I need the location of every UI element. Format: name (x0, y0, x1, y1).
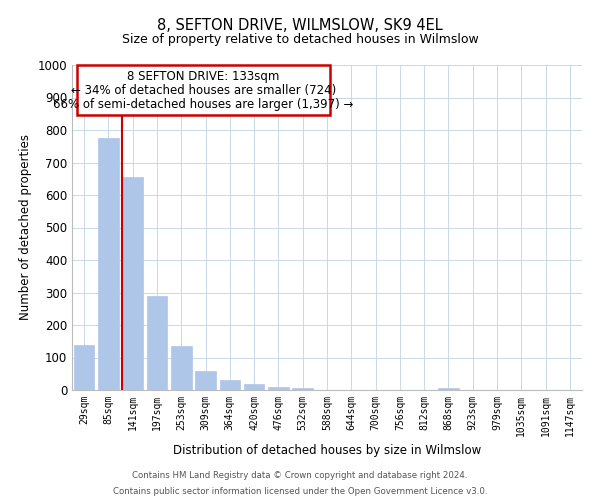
Bar (268, 387, 289, 390)
Bar (438, 388, 459, 390)
Bar (122, 177, 143, 390)
Y-axis label: Number of detached properties: Number of detached properties (19, 134, 32, 320)
FancyBboxPatch shape (77, 65, 329, 116)
X-axis label: Distribution of detached houses by size in Wilmslow: Distribution of detached houses by size … (173, 444, 481, 458)
Bar (292, 388, 313, 390)
Bar (146, 296, 167, 390)
Bar (98, 138, 119, 390)
Text: 66% of semi-detached houses are larger (1,397) →: 66% of semi-detached houses are larger (… (53, 98, 353, 111)
Text: 8 SEFTON DRIVE: 133sqm: 8 SEFTON DRIVE: 133sqm (127, 70, 280, 82)
Text: Contains HM Land Registry data © Crown copyright and database right 2024.: Contains HM Land Registry data © Crown c… (132, 472, 468, 480)
Bar (220, 380, 240, 390)
Bar (244, 384, 265, 390)
Bar (195, 372, 216, 390)
Text: 8, SEFTON DRIVE, WILMSLOW, SK9 4EL: 8, SEFTON DRIVE, WILMSLOW, SK9 4EL (157, 18, 443, 32)
Text: Size of property relative to detached houses in Wilmslow: Size of property relative to detached ho… (122, 32, 478, 46)
Text: Contains public sector information licensed under the Open Government Licence v3: Contains public sector information licen… (113, 486, 487, 496)
Bar (171, 346, 191, 390)
Bar (74, 344, 94, 390)
Text: ← 34% of detached houses are smaller (724): ← 34% of detached houses are smaller (72… (71, 84, 336, 96)
